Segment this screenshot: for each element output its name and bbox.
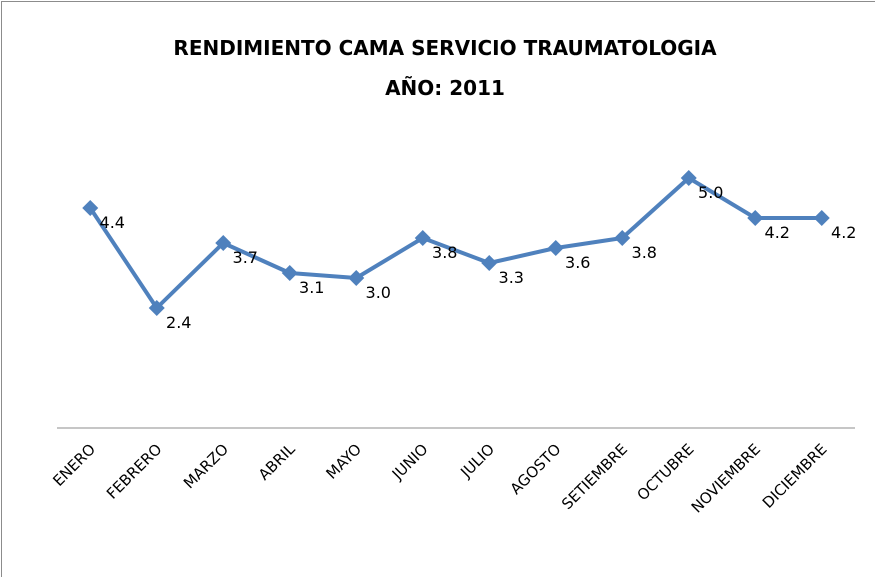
marker bbox=[747, 210, 764, 226]
data-label: 3.8 bbox=[632, 243, 657, 262]
data-label: 3.0 bbox=[366, 283, 391, 302]
marker bbox=[614, 230, 631, 246]
marker bbox=[680, 170, 697, 186]
data-label: 3.1 bbox=[299, 278, 324, 297]
marker bbox=[348, 270, 365, 286]
data-label: 4.4 bbox=[100, 213, 125, 232]
data-label: 4.2 bbox=[765, 223, 790, 242]
data-label: 3.6 bbox=[565, 253, 590, 272]
chart-title: RENDIMIENTO CAMA SERVICIO TRAUMATOLOGIA bbox=[173, 36, 717, 60]
data-line bbox=[88, 176, 822, 310]
marker bbox=[215, 235, 232, 251]
marker bbox=[414, 230, 431, 246]
data-label: 5.0 bbox=[698, 183, 723, 202]
data-label: 3.3 bbox=[499, 268, 524, 287]
data-label: 4.2 bbox=[831, 223, 856, 242]
marker bbox=[82, 200, 99, 216]
marker bbox=[281, 265, 298, 281]
data-label: 3.7 bbox=[233, 248, 258, 267]
data-label: 3.8 bbox=[432, 243, 457, 262]
marker bbox=[813, 210, 830, 226]
marker bbox=[148, 300, 165, 316]
marker bbox=[481, 255, 498, 271]
marker bbox=[547, 240, 564, 256]
chart-subtitle: AÑO: 2011 bbox=[385, 76, 505, 100]
data-label: 2.4 bbox=[166, 313, 191, 332]
